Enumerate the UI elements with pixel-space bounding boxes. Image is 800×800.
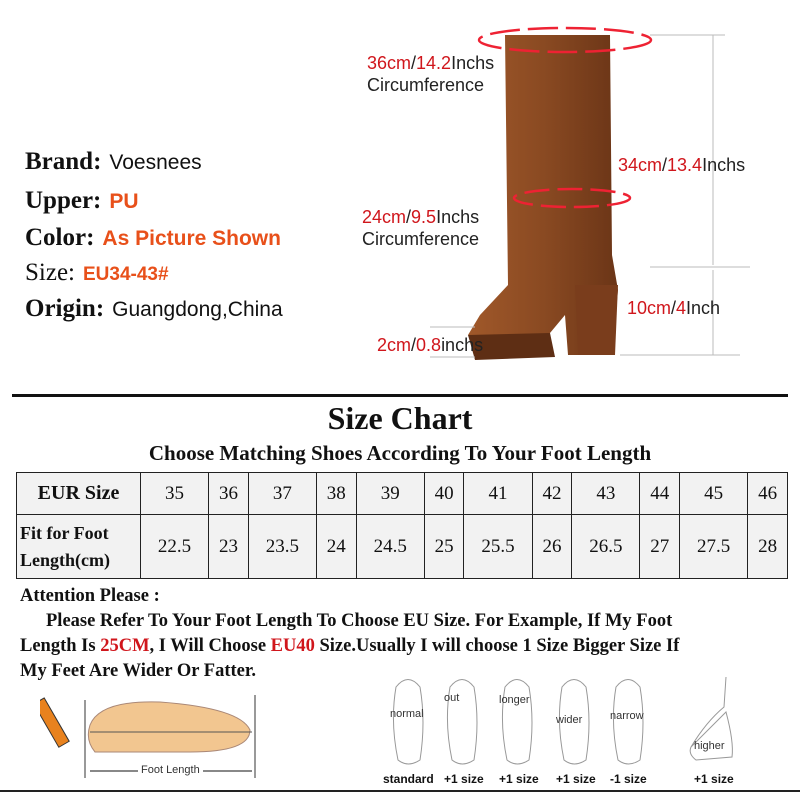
foot-length-cell: 24.5 [355,514,425,579]
foot-type-size: +1 size [556,772,596,786]
attention-title: Attention Please : [20,586,160,606]
top-circumference-label: 36cm/14.2Inchs Circumference [367,53,495,95]
foot-type-label: narrow [610,710,644,722]
foot-type-size: +1 size [499,772,539,786]
spec-label: Origin: [25,295,105,322]
foot-length-cell: 25 [423,514,465,579]
spec-color: Color: As Picture Shown [25,224,281,252]
top-circumference-mark [477,26,653,54]
foot-outline-icon [501,679,533,765]
foot-length-cell: 24 [315,514,357,579]
eur-size-cell: 38 [315,472,357,515]
eur-size-cell: 39 [355,472,425,515]
foot-length-cell: 23 [208,514,249,579]
spec-label: Upper: [25,187,102,214]
foot-length-cell: 26 [531,514,573,579]
row-header: Fit for Foot Length(cm) [16,514,141,579]
eur-size-cell: 37 [247,472,317,515]
spec-label: Size: [25,259,75,286]
spec-value: Voesnees [109,151,202,174]
eur-size-cell: 40 [423,472,465,515]
foot-type-size: -1 size [610,772,647,786]
calf-circumference-mark [512,187,632,209]
eur-size-cell: 41 [463,472,533,515]
eur-size-row: EUR Size 35 36 37 38 39 40 41 42 43 44 45 46 [16,472,788,515]
calf-circumference-label: 24cm/9.5Inchs Circumference [362,207,480,249]
spec-size: Size: EU34-43# [25,259,169,287]
foot-outline-icon [446,679,478,765]
foot-outline-icon [689,676,733,761]
spec-value: Guangdong,China [112,298,283,321]
spec-value: As Picture Shown [102,227,281,250]
size-chart-subtitle: Choose Matching Shoes According To Your … [148,441,652,465]
spec-origin: Origin: Guangdong,China [25,295,283,323]
attention-line-2: Length Is 25CM, I Will Choose EU40 Size.… [20,636,680,656]
foot-length-cell: 22.5 [139,514,210,579]
eur-size-cell: 36 [208,472,249,515]
foot-outline-icon [612,679,644,765]
eur-size-cell: 44 [639,472,681,515]
pencil-icon [40,697,70,748]
foot-type-size: standard [383,772,434,786]
attention-line-3: My Feet Are Wider Or Fatter. [20,661,256,681]
spec-label: Brand: [25,148,102,175]
boot-shaft [468,35,618,355]
foot-type-label: out [444,692,460,704]
foot-length-cell: 25.5 [463,514,533,579]
foot-outline-icon [392,679,424,765]
size-table: EUR Size 35 36 37 38 39 40 41 42 43 44 45 46 Fit for… [16,472,788,579]
boot-heel [575,285,618,355]
boot-platform [468,333,555,360]
foot-type-label: normal [390,708,424,720]
foot-type-label: longer [499,694,530,706]
foot-length-cell: 27.5 [679,514,749,579]
spec-value: PU [109,190,139,213]
platform-height-label: 2cm/0.8inchs [377,335,484,355]
spec-label: Color: [25,224,95,251]
eur-size-cell: 35 [139,472,210,515]
foot-icon [87,701,251,753]
foot-length-row: Fit for Foot Length(cm) 22.5 23 23.5 24 24.5 25… [16,514,788,579]
foot-length-label: Foot Length [138,764,203,776]
foot-length-cell: 28 [747,514,788,579]
spec-brand: Brand: Voesnees [25,148,202,176]
foot-type-label: higher [694,740,725,752]
foot-type-size: +1 size [444,772,484,786]
eur-size-cell: 43 [571,472,641,515]
boot-illustration [430,26,750,360]
row-header: EUR Size [16,472,141,515]
foot-measure-diagram [40,695,256,778]
divider [12,394,788,397]
eur-size-cell: 42 [531,472,573,515]
spec-upper: Upper: PU [25,187,139,215]
foot-type-label: wider [556,714,583,726]
size-chart-title: Size Chart [327,400,473,436]
foot-type-size: +1 size [694,772,734,786]
foot-length-cell: 23.5 [247,514,317,579]
foot-length-cell: 26.5 [571,514,641,579]
bottom-divider [0,790,800,792]
heel-height-label: 10cm/4Inch [627,298,721,318]
spec-value: EU34-43# [83,264,169,285]
shaft-height-label: 34cm/13.4Inchs [618,155,746,175]
foot-length-cell: 27 [639,514,681,579]
eur-size-cell: 46 [747,472,788,515]
attention-line-1: Please Refer To Your Foot Length To Choo… [46,611,673,631]
eur-size-cell: 45 [679,472,749,515]
foot-outline-icon [558,679,590,765]
